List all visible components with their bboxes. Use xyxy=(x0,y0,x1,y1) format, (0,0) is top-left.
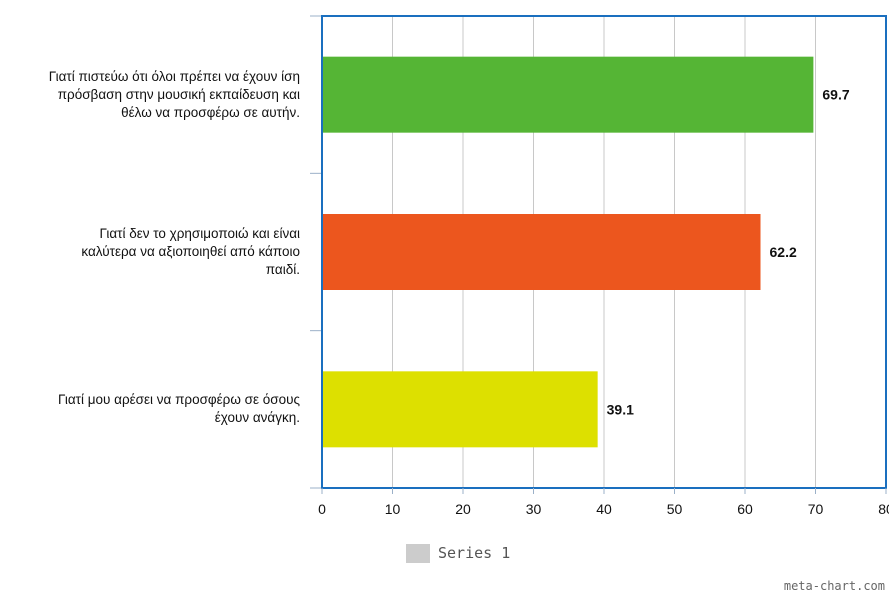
category-label: Γιατί δεν το χρησιμοποιώ και είναι καλύτε… xyxy=(0,225,300,279)
category-label: Γιατί πιστεύω ότι όλοι πρέπει να έχουν ί… xyxy=(0,68,300,122)
x-tick-label: 30 xyxy=(526,501,542,517)
category-label: Γιατί μου αρέσει να προσφέρω σε όσους έχο… xyxy=(0,391,300,427)
legend-label: Series 1 xyxy=(438,544,511,562)
category-label-line: Γιατί πιστεύω ότι όλοι πρέπει να έχουν ί… xyxy=(48,68,300,84)
x-tick-label: 40 xyxy=(596,501,612,517)
data-label: 69.7 xyxy=(822,87,849,103)
data-label: 62.2 xyxy=(770,244,797,260)
category-label-line: παιδί. xyxy=(265,262,300,277)
data-label: 39.1 xyxy=(607,401,634,417)
category-label-line: πρόσβαση στην μουσική εκπαίδευση και xyxy=(57,86,300,102)
bar xyxy=(322,56,814,133)
category-label-line: καλύτερα να αξιοποιηθεί από κάποιο xyxy=(81,244,300,259)
category-label-line: θέλω να προσφέρω σε αυτήν. xyxy=(121,104,300,120)
legend: Series 1 xyxy=(406,543,510,563)
x-tick-label: 80 xyxy=(878,501,889,517)
x-tick-label: 50 xyxy=(667,501,683,517)
category-label-line: Γιατί δεν το χρησιμοποιώ και είναι xyxy=(99,226,300,241)
bar xyxy=(322,371,598,448)
category-label-line: Γιατί μου αρέσει να προσφέρω σε όσους xyxy=(58,392,300,408)
credit-text: meta-chart.com xyxy=(783,579,885,593)
bar xyxy=(322,214,761,290)
legend-swatch xyxy=(406,543,430,563)
x-tick-label: 20 xyxy=(455,501,471,517)
x-tick-label: 60 xyxy=(737,501,753,517)
x-tick-label: 10 xyxy=(385,501,401,517)
x-tick-label: 0 xyxy=(318,501,326,517)
category-label-line: έχουν ανάγκη. xyxy=(214,410,300,426)
x-tick-label: 70 xyxy=(808,501,824,517)
